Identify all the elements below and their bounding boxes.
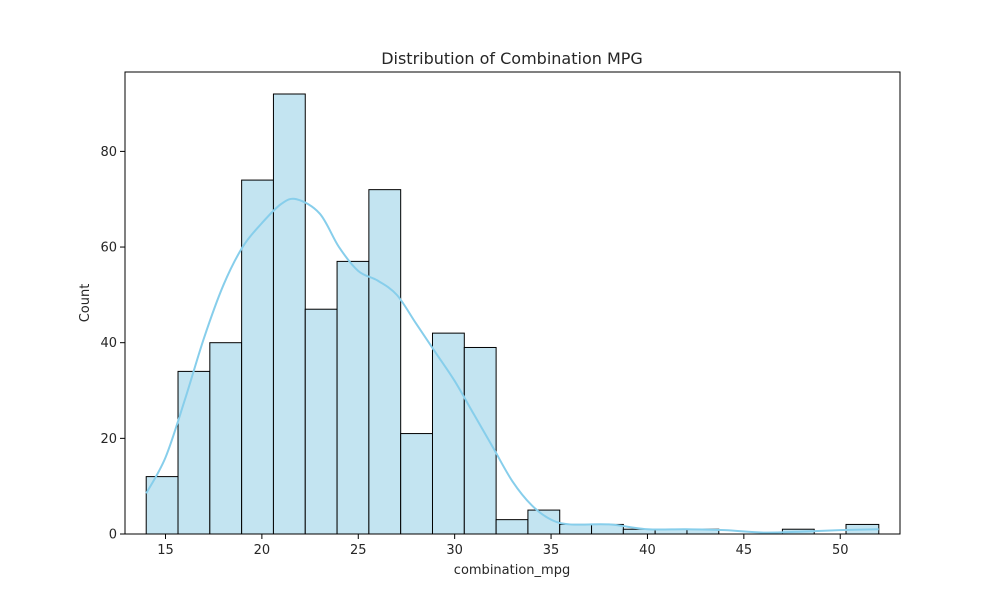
chart-title: Distribution of Combination MPG (381, 49, 643, 68)
y-tick-label: 60 (100, 241, 117, 256)
y-tick-label: 40 (100, 336, 117, 351)
x-tick-label: 15 (157, 543, 174, 558)
x-axis-label: combination_mpg (454, 563, 570, 578)
histogram-bar (368, 189, 402, 535)
x-tick-label: 30 (446, 543, 463, 558)
y-axis-ticks: 0 20 40 60 80 (100, 145, 125, 543)
x-tick-label: 35 (543, 543, 560, 558)
x-tick-label: 20 (254, 543, 271, 558)
histogram-bar (304, 308, 338, 535)
x-tick-label: 45 (736, 543, 753, 558)
y-axis-label: Count (78, 284, 93, 323)
plot-frame (124, 71, 901, 535)
histogram-bar (495, 519, 529, 535)
histogram-bar (209, 342, 243, 535)
histogram-bar (241, 179, 274, 535)
histogram-bar (177, 370, 211, 535)
histogram-bar (559, 523, 593, 535)
x-tick-label: 50 (832, 543, 849, 558)
x-tick-label: 40 (639, 543, 656, 558)
y-tick-label: 0 (109, 528, 117, 543)
y-tick-label: 20 (100, 432, 117, 447)
histogram-bars (145, 93, 880, 535)
histogram-bar (336, 260, 370, 535)
y-tick-label: 80 (100, 145, 117, 160)
histogram-bar (463, 346, 497, 535)
histogram-bar (431, 332, 465, 535)
x-axis-ticks: 15 20 25 30 35 40 45 50 (157, 534, 849, 558)
histogram-bar (272, 93, 306, 535)
x-tick-label: 25 (350, 543, 367, 558)
histogram-bar (400, 433, 433, 535)
kde-curve (145, 197, 879, 534)
